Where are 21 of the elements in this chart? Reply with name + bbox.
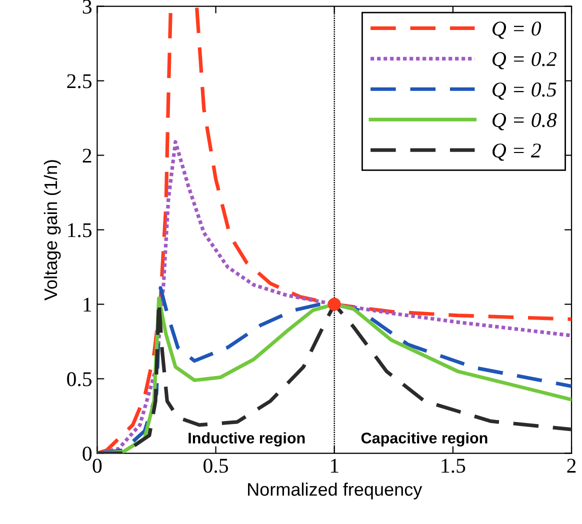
y-tick-label: 3 bbox=[82, 0, 92, 14]
y-axis-title: Voltage gain (1/n) bbox=[44, 160, 61, 300]
x-tick-label: 0.5 bbox=[204, 458, 228, 473]
x-tick-label: 0 bbox=[92, 458, 102, 473]
legend-label: Q = 0.8 bbox=[492, 113, 557, 130]
legend-label: Q = 2 bbox=[492, 144, 541, 161]
y-tick-label: 1.5 bbox=[68, 223, 92, 238]
annotation: Inductive region bbox=[188, 432, 305, 447]
y-tick-label: 0 bbox=[82, 446, 92, 461]
x-axis-title: Normalized frequency bbox=[248, 482, 422, 500]
legend-label: Q = 0 bbox=[492, 22, 542, 39]
legend-label: Q = 0.5 bbox=[492, 82, 556, 100]
y-tick-label: 0.5 bbox=[67, 372, 92, 386]
y-tick-label: 2 bbox=[82, 148, 92, 163]
x-tick-label: 1 bbox=[330, 458, 338, 473]
annotation: Capacitive region bbox=[361, 432, 488, 447]
x-tick-label: 2 bbox=[567, 458, 576, 473]
y-tick-label: 1 bbox=[84, 298, 92, 312]
legend-label: Q = 0.2 bbox=[492, 52, 556, 70]
y-tick-label: 2.5 bbox=[67, 74, 92, 88]
x-tick-label: 1.5 bbox=[442, 458, 466, 473]
